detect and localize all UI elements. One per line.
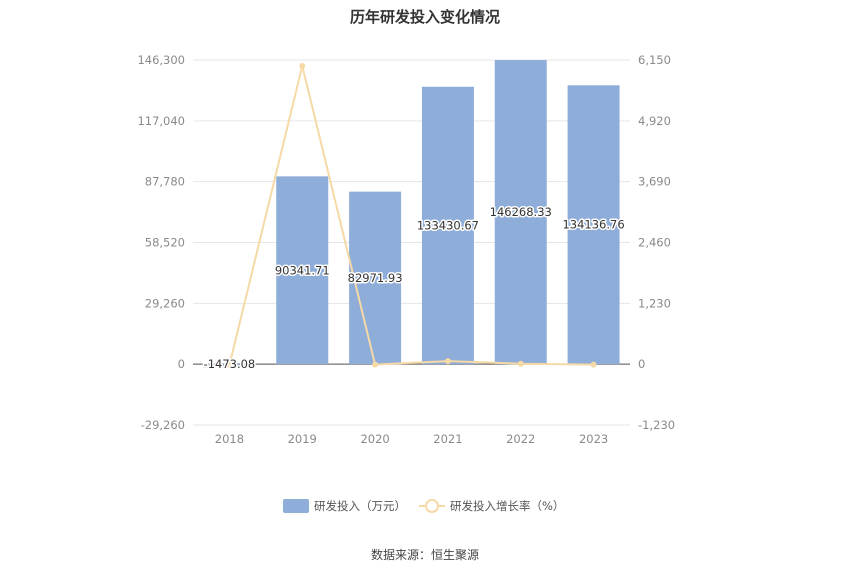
legend[interactable]: 研发投入（万元） 研发投入增长率（%） — [283, 499, 564, 513]
y-right-tick-label: -1,230 — [638, 418, 675, 432]
bar-data-label: 146268.33 — [490, 205, 552, 219]
x-tick-label: 2023 — [579, 432, 608, 446]
x-tick-label: 2018 — [215, 432, 244, 446]
x-tick-label: 2021 — [433, 432, 462, 446]
bar-data-label: 133430.67 — [417, 218, 479, 232]
source-text: 数据来源：恒生聚源 — [371, 547, 479, 562]
line-point — [226, 362, 233, 369]
legend-swatch-bar — [283, 499, 309, 513]
growth-line — [228, 65, 594, 366]
legend-label-bar: 研发投入（万元） — [314, 499, 406, 513]
y-left-tick-label: -29,260 — [141, 418, 185, 432]
bar-data-label: 82971.93 — [348, 271, 403, 285]
line-point — [299, 62, 306, 69]
grid-lines — [193, 59, 630, 426]
chart-title: 历年研发投入变化情况 — [350, 8, 500, 26]
y-right-tick-label: 1,230 — [638, 296, 671, 310]
x-tick-label: 2022 — [506, 432, 535, 446]
legend-marker-line — [425, 499, 439, 513]
y-left-tick-label: 29,260 — [145, 296, 185, 310]
y-left-tick-label: 0 — [178, 357, 185, 371]
line-point — [372, 361, 379, 368]
y-left-tick-label: 87,780 — [145, 175, 185, 189]
line-point — [590, 361, 597, 368]
y-right-tick-label: 4,920 — [638, 114, 671, 128]
bar — [494, 60, 547, 365]
bar — [421, 86, 474, 365]
line-series — [226, 62, 597, 369]
bar-data-label: 134136.76 — [562, 218, 624, 232]
x-axis: 2018 2019 2020 2021 2022 2023 — [215, 432, 608, 446]
bar-labels: -1473.08 90341.71 82971.93 133430.67 146268.… — [202, 204, 626, 373]
bar — [276, 176, 329, 365]
y-left-tick-label: 58,520 — [145, 236, 185, 250]
legend-label-line: 研发投入增长率（%） — [450, 499, 564, 513]
y-left-tick-label: 146,300 — [137, 53, 185, 67]
y-right-tick-label: 6,150 — [638, 53, 671, 67]
y-right-tick-label: 2,460 — [638, 236, 671, 250]
bar-series — [203, 60, 620, 368]
bar-data-label: 90341.71 — [275, 263, 330, 277]
y-right-tick-label: 3,690 — [638, 175, 671, 189]
bar — [567, 85, 620, 365]
x-tick-label: 2020 — [360, 432, 389, 446]
y-right-tick-label: 0 — [638, 357, 645, 371]
y-axis-left: 146,300 117,040 87,780 58,520 29,260 0 -29,260 — [137, 53, 185, 432]
line-point — [444, 358, 451, 365]
y-axis-right: 6,150 4,920 3,690 2,460 1,230 0 -1,230 — [638, 53, 675, 432]
bar-data-label: -1473.08 — [204, 357, 256, 371]
x-tick-label: 2019 — [288, 432, 317, 446]
bar — [349, 191, 402, 365]
y-left-tick-label: 117,040 — [137, 114, 185, 128]
line-point — [517, 360, 524, 367]
